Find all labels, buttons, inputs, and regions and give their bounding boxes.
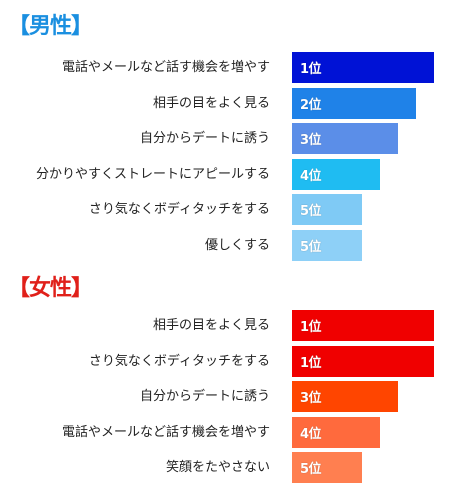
male-rank-label: 5位 [300,239,322,255]
male-rank-bar: 5位 [292,194,362,225]
male-rank-label: 5位 [300,204,322,219]
female-section-title: 【女性】 [8,276,93,301]
male-rank-label: 3位 [300,133,322,148]
female-category-label: 笑顔をたやさない [165,460,270,475]
male-category-label: 電話やメールなど話す機会を増やす [61,60,270,75]
male-category-label: 優しくする [204,237,270,253]
female-category-label: 電話やメールなど話す機会を増やす [61,424,270,440]
male-category-label: 自分からデートに誘う [139,131,270,146]
female-rank-label: 1位 [300,320,322,335]
male-rank-bar: 5位 [292,229,362,261]
male-rank-bar: 4位 [292,158,380,190]
female-rank-label: 3位 [300,391,322,406]
male-rank-label: 1位 [300,62,322,77]
male-rank-bar: 2位 [292,87,416,119]
female-category-label: 自分からデートに誘う [139,389,270,404]
male-rank-label: 2位 [300,97,322,113]
male-rank-bar: 3位 [292,123,398,154]
male-section-title: 【男性】 [8,14,93,39]
female-rank-bar: 5位 [292,452,362,483]
female-rank-bar: 4位 [292,416,380,448]
female-rank-bar: 3位 [292,381,398,412]
female-rank-bar: 1位 [292,345,434,377]
female-category-label: さり気なくボディタッチをする [88,353,270,369]
male-rank-bar: 1位 [292,52,434,83]
male-category-label: 分かりやすくストレートにアピールする [35,166,270,182]
female-category-label: 相手の目をよく見る [152,318,270,333]
male-category-label: 相手の目をよく見る [152,95,270,111]
female-rank-bar: 1位 [292,310,434,341]
male-category-label: さり気なくボディタッチをする [88,202,270,217]
female-rank-label: 5位 [300,462,322,477]
female-rank-label: 1位 [300,355,322,371]
female-rank-label: 4位 [300,426,322,442]
male-rank-label: 4位 [300,168,322,184]
